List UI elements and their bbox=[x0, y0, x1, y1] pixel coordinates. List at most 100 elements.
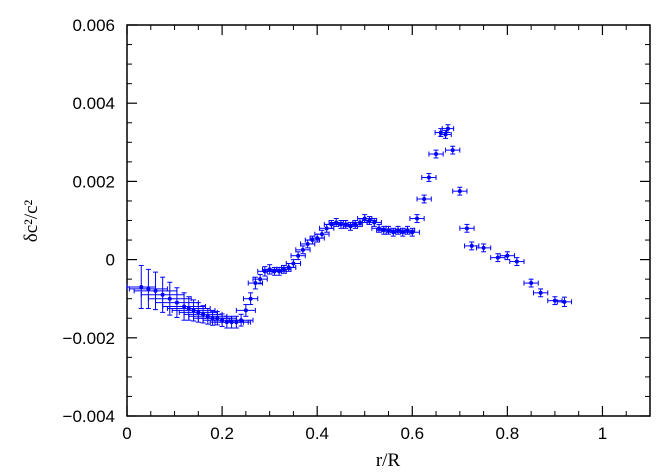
data-marker bbox=[514, 259, 519, 264]
data-point bbox=[290, 251, 306, 261]
y-tick-label: 0.006 bbox=[72, 16, 115, 35]
y-tick-label: −0.004 bbox=[63, 407, 115, 426]
x-tick-labels: 0 0.2 0.4 0.6 0.8 1 bbox=[122, 424, 607, 443]
data-marker bbox=[262, 269, 267, 274]
data-marker bbox=[481, 245, 486, 250]
data-point bbox=[556, 296, 573, 308]
data-point bbox=[328, 218, 344, 227]
data-marker bbox=[538, 290, 543, 295]
data-point bbox=[499, 251, 515, 261]
y-tick-label: 0.004 bbox=[72, 94, 115, 113]
data-point bbox=[421, 173, 437, 182]
data-marker bbox=[146, 286, 151, 291]
data-layer bbox=[126, 124, 573, 329]
data-point bbox=[523, 278, 539, 288]
data-point bbox=[242, 292, 259, 306]
data-marker bbox=[457, 189, 462, 194]
data-marker bbox=[562, 299, 567, 304]
data-marker bbox=[296, 253, 301, 258]
data-marker bbox=[450, 148, 455, 153]
data-marker bbox=[362, 216, 367, 221]
y-tick-labels: −0.004 −0.002 0 0.002 0.004 0.006 bbox=[63, 16, 115, 426]
data-marker bbox=[291, 261, 296, 266]
data-point bbox=[271, 266, 287, 276]
data-marker bbox=[267, 267, 272, 272]
data-point bbox=[445, 145, 461, 155]
data-marker bbox=[495, 255, 500, 260]
data-marker bbox=[552, 298, 557, 303]
data-marker bbox=[191, 308, 196, 313]
plot-frame bbox=[126, 24, 651, 417]
data-point bbox=[434, 128, 448, 137]
y-tick-label: 0.002 bbox=[72, 172, 115, 191]
major-ticks bbox=[126, 24, 650, 417]
data-marker bbox=[367, 218, 372, 223]
x-tick-label: 1 bbox=[598, 424, 607, 443]
data-point bbox=[285, 259, 302, 268]
data-marker bbox=[253, 281, 258, 286]
y-tick-label: 0 bbox=[106, 251, 115, 270]
data-point bbox=[459, 223, 475, 233]
data-marker bbox=[248, 296, 253, 301]
data-marker bbox=[139, 284, 144, 289]
data-marker bbox=[310, 238, 315, 243]
data-marker bbox=[343, 222, 348, 227]
data-point bbox=[366, 218, 382, 227]
data-point bbox=[428, 149, 444, 159]
data-marker bbox=[396, 228, 401, 233]
data-point bbox=[235, 304, 256, 317]
data-point bbox=[155, 287, 199, 318]
data-marker bbox=[186, 306, 191, 311]
data-marker bbox=[205, 314, 210, 319]
data-point bbox=[314, 229, 330, 239]
data-marker bbox=[469, 243, 474, 248]
data-marker bbox=[505, 253, 510, 258]
x-tick-label: 0.6 bbox=[400, 424, 424, 443]
data-point bbox=[509, 257, 525, 266]
data-marker bbox=[410, 230, 415, 235]
data-marker bbox=[357, 220, 362, 225]
data-marker bbox=[182, 304, 187, 309]
data-marker bbox=[353, 222, 358, 227]
data-point bbox=[439, 130, 452, 139]
data-marker bbox=[434, 152, 439, 157]
data-point bbox=[475, 243, 492, 253]
data-marker bbox=[464, 226, 469, 231]
data-marker bbox=[391, 230, 396, 235]
data-point bbox=[452, 186, 468, 196]
data-marker bbox=[415, 216, 420, 221]
data-marker bbox=[334, 220, 339, 225]
data-marker bbox=[160, 292, 165, 297]
data-marker bbox=[239, 318, 244, 323]
data-point bbox=[533, 288, 549, 298]
data-marker bbox=[281, 267, 286, 272]
data-point bbox=[441, 124, 455, 134]
y-axis-label: δc²/c² bbox=[21, 199, 42, 242]
data-point bbox=[416, 194, 432, 204]
data-marker bbox=[445, 126, 450, 131]
data-marker bbox=[277, 269, 282, 274]
data-marker bbox=[405, 228, 410, 233]
x-tick-label: 0 bbox=[122, 424, 131, 443]
data-marker bbox=[319, 232, 324, 237]
data-marker bbox=[305, 241, 310, 246]
data-point bbox=[228, 313, 254, 327]
data-point bbox=[490, 253, 506, 263]
data-marker bbox=[174, 300, 179, 305]
data-marker bbox=[443, 132, 448, 137]
data-marker bbox=[372, 220, 377, 225]
data-marker bbox=[422, 196, 427, 201]
data-point bbox=[188, 307, 228, 325]
data-marker bbox=[426, 175, 431, 180]
data-point bbox=[404, 227, 420, 237]
data-marker bbox=[234, 320, 239, 325]
data-marker bbox=[215, 316, 220, 321]
data-point bbox=[252, 273, 268, 285]
data-marker bbox=[315, 236, 320, 241]
data-marker bbox=[300, 247, 305, 252]
x-tick-label: 0.4 bbox=[305, 424, 329, 443]
data-marker bbox=[167, 296, 172, 301]
data-marker bbox=[258, 277, 263, 282]
data-point bbox=[126, 264, 157, 309]
